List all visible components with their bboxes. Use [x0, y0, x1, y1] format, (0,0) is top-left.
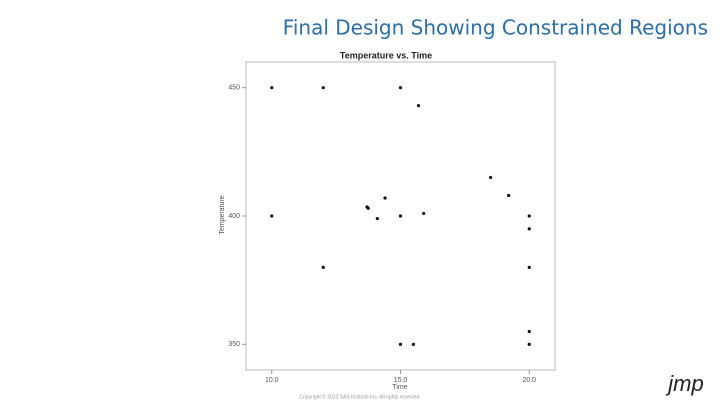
point [366, 206, 370, 210]
y-tick-label: 350 [228, 341, 240, 348]
x-tick-label: 15.0 [394, 377, 408, 384]
point [398, 86, 403, 90]
point [422, 211, 426, 216]
y-tick-label: 400 [228, 213, 240, 220]
point [321, 265, 325, 269]
point [398, 214, 403, 218]
logo: jmp [665, 371, 703, 396]
point [398, 342, 403, 346]
point [527, 329, 531, 334]
x-tick-label: 10.0 [265, 377, 279, 384]
point [270, 214, 274, 218]
y-tick-label: 450 [228, 85, 240, 92]
point [270, 86, 274, 90]
point [321, 86, 325, 90]
point [416, 104, 421, 108]
point [527, 265, 531, 269]
y-axis-label: Temperature [219, 195, 226, 234]
chart-title: Temperature vs. Time [340, 50, 432, 60]
point [411, 342, 415, 346]
x-axis-label: Time [392, 384, 407, 391]
point [527, 227, 531, 231]
point [383, 196, 387, 200]
point [507, 193, 511, 198]
footer: Copyright © 2013 SAS Institute Inc. All … [299, 393, 420, 400]
point [527, 342, 531, 346]
point [375, 216, 379, 221]
point [527, 214, 531, 218]
slide-title: Final Design Showing Constrained Regions [283, 16, 708, 40]
point [489, 175, 493, 180]
x-tick-label: 20.0 [522, 377, 536, 384]
